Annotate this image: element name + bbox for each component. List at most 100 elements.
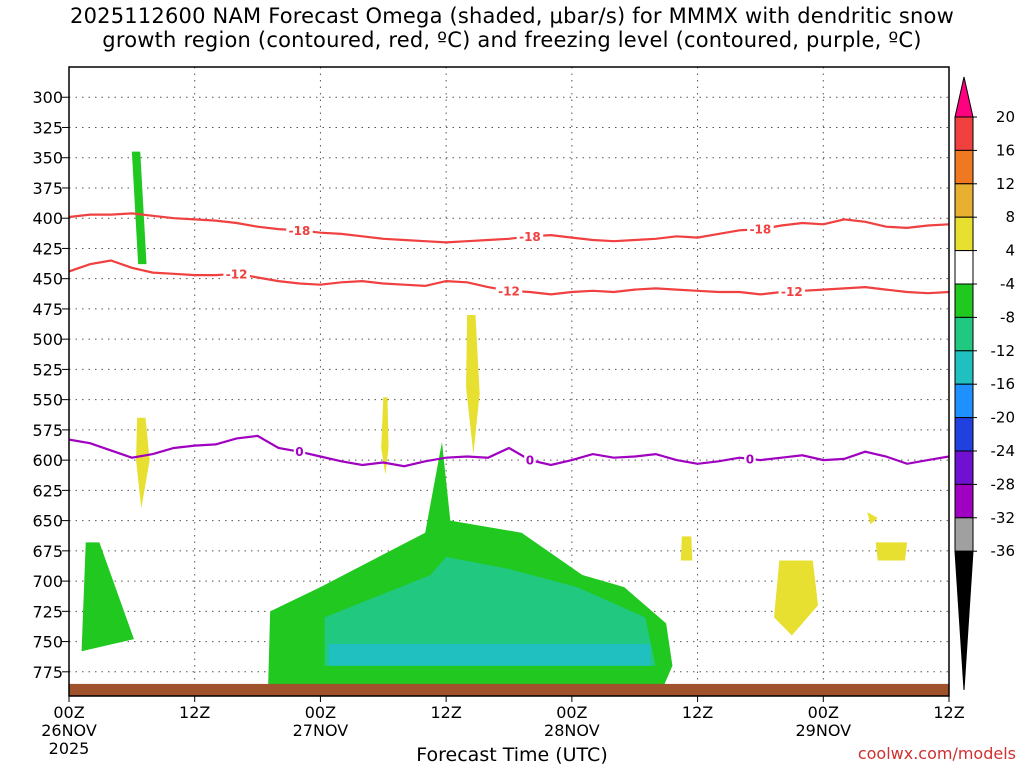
contour-label-bg <box>524 453 536 468</box>
x-tick-label: 12Z <box>933 703 964 722</box>
colorbar-tick-label: -12 <box>991 342 1016 360</box>
colorbar-tick-label: 20 <box>996 108 1015 126</box>
colorbar-tick-label: -4 <box>1000 275 1015 293</box>
contour-label-bg <box>223 266 250 281</box>
chart-title-line-1: 2025112600 NAM Forecast Omega (shaded, μ… <box>70 4 954 28</box>
colorbar-bottom-arrow <box>954 550 974 691</box>
chart-title-line-2: growth region (contoured, red, ºC) and f… <box>102 28 922 52</box>
omega-region <box>136 417 150 509</box>
contour-label: -12 <box>781 285 803 299</box>
colorbar-tick-label: 4 <box>1005 242 1015 260</box>
x-tick-label: 26NOV <box>41 721 97 740</box>
colorbar-box <box>954 216 974 252</box>
y-tick-label: 725 <box>32 602 63 621</box>
colorbar-tick-label: 8 <box>1005 208 1015 226</box>
colorbar-tick-label: -28 <box>991 475 1016 493</box>
y-tick-label: 375 <box>32 179 63 198</box>
colorbar-box <box>954 517 974 552</box>
x-tick-label: 00Z <box>556 703 587 722</box>
y-tick-label: 750 <box>32 633 63 652</box>
y-tick-label: 350 <box>32 149 63 168</box>
credit-text[interactable]: coolwx.com/models <box>857 744 1016 763</box>
contour-label: 0 <box>526 454 534 468</box>
x-tick-label: 28NOV <box>544 721 600 740</box>
colorbar-tick-label: -8 <box>1000 308 1015 326</box>
contour-label: -18 <box>750 223 772 237</box>
terrain <box>69 683 949 696</box>
contour-label-bg <box>516 229 544 244</box>
omega-region <box>867 512 878 525</box>
x-tick-label: 12Z <box>682 703 713 722</box>
x-tick-label: 00Z <box>53 703 84 722</box>
omega-region <box>131 151 147 265</box>
y-tick-label: 550 <box>32 391 63 410</box>
omega-region <box>381 397 389 475</box>
y-tick-label: 700 <box>32 572 63 591</box>
y-tick-label: 525 <box>32 360 63 379</box>
colorbar-box <box>954 417 974 452</box>
colorbar-box <box>954 483 974 519</box>
y-axis: 300 325 350 375 400 425 450 475 500 525 550 575 600 6… <box>32 88 69 682</box>
contour-label: 0 <box>746 452 754 466</box>
colorbar-tick-label: 12 <box>996 175 1015 193</box>
contour-label-bg <box>744 451 756 466</box>
omega-shading <box>81 151 908 690</box>
y-tick-label: 625 <box>32 481 63 500</box>
colorbar-top-arrow <box>954 76 974 118</box>
contour-label-bg <box>495 283 523 298</box>
colorbar-tick-label: -32 <box>991 509 1016 527</box>
x-tick-label: 12Z <box>430 703 461 722</box>
contour-label: -18 <box>519 230 541 244</box>
colorbar-box <box>954 250 974 285</box>
omega-region <box>324 556 656 666</box>
y-tick-label: 575 <box>32 421 63 440</box>
y-tick-label: 600 <box>32 451 63 470</box>
omega-region <box>328 643 651 666</box>
y-tick-label: 400 <box>32 209 63 228</box>
colorbar-tick-label: 16 <box>996 141 1015 159</box>
plot-frame <box>68 66 950 697</box>
x-tick-label: 2025 <box>49 739 90 758</box>
omega-region <box>774 560 819 636</box>
colorbar-box <box>954 149 974 185</box>
colorbar-tick-label: -36 <box>991 542 1016 560</box>
contour-label-bg <box>747 222 774 237</box>
contour-label: 0 <box>295 445 303 459</box>
x-tick-label: 00Z <box>305 703 336 722</box>
contour-label-bg <box>778 284 806 299</box>
colorbar-box <box>954 116 974 151</box>
contour-label: -18 <box>289 224 311 238</box>
y-tick-label: 300 <box>32 88 63 107</box>
contour-line <box>69 212 949 244</box>
y-tick-label: 325 <box>32 118 63 137</box>
contour-label: -12 <box>498 284 520 298</box>
colorbar: 20 16 12 8 4 -4 -8 -12 -16 -20 -24 -28 -32 -36 <box>954 76 1016 691</box>
y-tick-label: 475 <box>32 300 63 319</box>
colorbar-box <box>954 283 974 318</box>
omega-region <box>875 542 908 561</box>
colorbar-box <box>954 350 974 385</box>
colorbar-box <box>954 316 974 352</box>
y-tick-label: 650 <box>32 512 63 531</box>
contours: -18 -18 -18 -12 -12 -12 0 0 0 <box>69 212 949 468</box>
x-tick-label: 29NOV <box>795 721 851 740</box>
terrain-strip <box>69 683 949 696</box>
omega-region <box>680 536 693 561</box>
y-tick-label: 775 <box>32 663 63 682</box>
y-tick-label: 675 <box>32 542 63 561</box>
contour-label-bg <box>293 444 306 459</box>
x-axis-label: Forecast Time (UTC) <box>416 744 608 766</box>
x-tick-label: 12Z <box>179 703 210 722</box>
colorbar-box <box>954 450 974 485</box>
colorbar-box <box>954 383 974 419</box>
contour-label-bg <box>286 223 313 238</box>
colorbar-box <box>954 183 974 218</box>
chart-title: 2025112600 NAM Forecast Omega (shaded, μ… <box>0 4 1024 52</box>
omega-region <box>81 542 134 652</box>
x-tick-label: 00Z <box>808 703 839 722</box>
colorbar-tick-label: -20 <box>991 409 1016 427</box>
y-tick-label: 450 <box>32 270 63 289</box>
y-tick-label: 500 <box>32 330 63 349</box>
contour-label: -12 <box>226 267 248 281</box>
